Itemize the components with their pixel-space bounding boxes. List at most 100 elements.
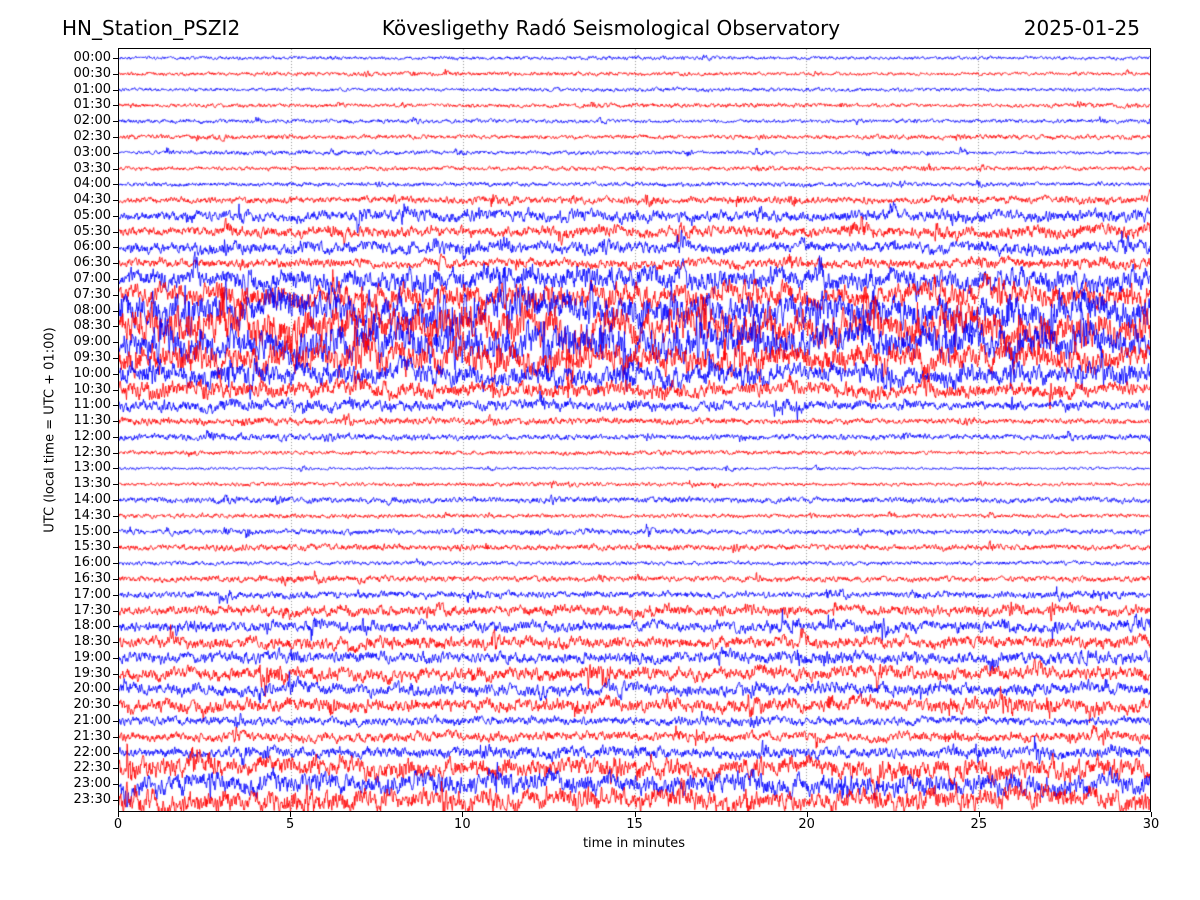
y-tick [113,532,118,533]
y-tick-label: 14:00 [73,492,111,508]
y-tick [113,500,118,501]
x-tick-label: 10 [454,817,471,832]
y-tick-label: 23:00 [73,776,111,792]
figure-title-station: HN_Station_PSZI2 [62,16,241,40]
y-tick [113,216,118,217]
y-tick [113,674,118,675]
y-tick [113,358,118,359]
y-tick [113,737,118,738]
y-tick-label: 21:00 [73,713,111,729]
y-tick-label: 00:30 [73,65,111,81]
x-tick [118,812,119,817]
y-tick [113,753,118,754]
y-tick-label: 14:30 [73,507,111,523]
y-tick [113,626,118,627]
y-tick [113,121,118,122]
figure-title-observatory: Kövesligethy Radó Seismological Observat… [381,16,841,40]
y-tick-label: 22:00 [73,744,111,760]
y-tick-label: 15:30 [73,539,111,555]
y-tick-label: 06:30 [73,255,111,271]
y-tick-label: 11:30 [73,413,111,429]
y-tick [113,595,118,596]
y-tick [113,295,118,296]
y-tick [113,642,118,643]
y-tick-label: 19:30 [73,665,111,681]
y-tick [113,247,118,248]
y-tick-label: 00:00 [73,50,111,65]
y-tick-label: 20:30 [73,697,111,713]
y-tick [113,689,118,690]
y-tick [113,705,118,706]
y-tick-label: 11:00 [73,397,111,413]
y-tick-label: 01:30 [73,97,111,113]
y-tick-label: 12:30 [73,444,111,460]
y-tick [113,74,118,75]
y-tick-label: 05:30 [73,223,111,239]
y-tick [113,153,118,154]
y-tick-label: 13:30 [73,476,111,492]
y-tick-label: 17:30 [73,602,111,618]
y-tick [113,768,118,769]
y-tick [113,184,118,185]
y-tick-label: 05:00 [73,207,111,223]
y-tick-label: 09:00 [73,334,111,350]
y-tick [113,468,118,469]
y-tick-label: 21:30 [73,728,111,744]
y-tick-label: 10:30 [73,381,111,397]
y-tick-label: 16:30 [73,570,111,586]
x-axis-label: time in minutes [582,836,686,851]
figure-title-date: 2025-01-25 [1023,16,1140,40]
y-tick [113,90,118,91]
x-tick [635,812,636,817]
y-tick-label: 03:00 [73,144,111,160]
y-tick [113,784,118,785]
y-tick [113,311,118,312]
y-tick [113,390,118,391]
y-tick [113,374,118,375]
y-tick [113,58,118,59]
x-tick-label: 0 [113,817,123,832]
y-tick-label: 04:30 [73,192,111,208]
y-tick [113,563,118,564]
y-tick [113,421,118,422]
y-tick-label: 18:00 [73,618,111,634]
y-tick-label: 07:30 [73,286,111,302]
y-tick [113,453,118,454]
y-tick-label: 16:00 [73,555,111,571]
y-tick [113,405,118,406]
y-tick-label: 22:30 [73,760,111,776]
y-tick-label: 20:00 [73,681,111,697]
y-tick-label: 07:00 [73,271,111,287]
y-tick [113,579,118,580]
y-tick-label: 08:00 [73,302,111,318]
x-tick [462,812,463,817]
y-tick-label: 08:30 [73,318,111,334]
x-tick-label: 25 [970,817,988,832]
y-tick [113,484,118,485]
y-tick [113,547,118,548]
y-tick-label: 04:00 [73,176,111,192]
y-tick [113,105,118,106]
y-tick-label: 13:00 [73,460,111,476]
y-tick [113,263,118,264]
y-tick-label: 02:00 [73,113,111,129]
x-tick-label: 30 [1142,817,1160,832]
y-tick-label: 10:00 [73,365,111,381]
y-tick [113,721,118,722]
x-tick [979,812,980,817]
y-tick [113,232,118,233]
y-tick [113,279,118,280]
y-tick-label: 01:00 [73,81,111,97]
x-tick [807,812,808,817]
y-tick-label: 03:30 [73,160,111,176]
plot-area [118,48,1151,812]
y-tick [113,611,118,612]
x-tick-label: 5 [286,817,295,832]
y-tick [113,200,118,201]
x-tick-label: 15 [626,817,643,832]
y-tick [113,658,118,659]
x-tick [1151,812,1152,817]
y-tick-label: 02:30 [73,128,111,144]
y-tick-label: 23:30 [73,792,111,807]
